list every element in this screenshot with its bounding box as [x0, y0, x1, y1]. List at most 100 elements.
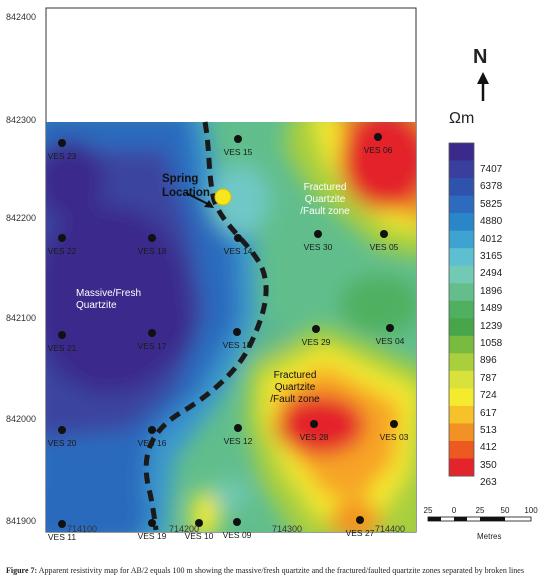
ves-label: VES 17	[138, 341, 167, 351]
ves-label: VES 21	[48, 343, 77, 353]
ves-point-ves-18: VES 18	[138, 234, 167, 256]
annotation-spring-line-1: Location	[162, 187, 210, 199]
legend-label-4880: 4880	[480, 216, 503, 228]
ves-point-ves-09: VES 09	[223, 518, 252, 540]
ves-dot	[148, 519, 156, 527]
ves-dot	[195, 519, 203, 527]
ves-dot	[374, 133, 382, 141]
scale-label-50: 50	[500, 506, 510, 515]
ves-dot	[148, 329, 156, 337]
spring-arrow-head	[204, 200, 214, 208]
ves-point-ves-11: VES 11	[48, 520, 76, 542]
ves-dot	[234, 234, 242, 242]
ves-label: VES 05	[370, 242, 399, 252]
legend-label-5825: 5825	[480, 198, 503, 210]
ves-point-ves-27: VES 27	[346, 516, 375, 538]
legend-swatch-3	[449, 195, 474, 214]
y-tick-841900: 841900	[6, 516, 37, 526]
legend-swatch-7	[449, 265, 474, 284]
ves-dot	[148, 234, 156, 242]
ves-point-ves-22: VES 22	[48, 234, 77, 256]
legend-label-412: 412	[480, 442, 497, 454]
ves-points: VES 23 VES 15 VES 06 VES 22 VES 18 VES 14 VES …	[48, 133, 409, 542]
legend-swatch-17	[449, 440, 474, 459]
ves-point-ves-16: VES 16	[138, 426, 167, 448]
y-tick-842000: 842000	[6, 414, 37, 424]
legend-swatch-9	[449, 300, 474, 319]
ves-label: VES 03	[380, 432, 409, 442]
scale-label-25-left: 25	[423, 506, 433, 515]
ves-point-ves-23: VES 23	[48, 139, 77, 161]
legend-swatch-4	[449, 213, 474, 232]
legend-label-513: 513	[480, 425, 497, 436]
ves-point-ves-13: VES 13	[223, 328, 252, 350]
scale-label-0: 0	[451, 506, 457, 515]
scale-unit: Metres	[477, 532, 502, 541]
ves-label: VES 27	[346, 528, 375, 538]
annotation-massive-line-1: Quartzite	[76, 300, 117, 311]
ves-dot	[58, 520, 66, 528]
ves-label: VES 15	[224, 147, 253, 157]
y-tick-842100: 842100	[6, 313, 37, 323]
ves-label: VES 12	[224, 436, 253, 446]
scale-label-25: 25	[475, 506, 485, 515]
ves-dot	[312, 325, 320, 333]
legend-label-1896: 1896	[480, 285, 503, 297]
ves-point-ves-12: VES 12	[224, 424, 253, 446]
legend-label-3165: 3165	[480, 251, 503, 262]
resistivity-surface	[46, 122, 416, 532]
ves-dot	[233, 328, 241, 336]
y-tick-842400: 842400	[6, 12, 37, 22]
x-tick-714100: 714100	[66, 524, 98, 534]
ves-dot	[234, 424, 242, 432]
ves-dot	[310, 420, 318, 428]
ves-dot	[314, 230, 322, 238]
ves-dot	[234, 135, 242, 143]
legend-swatch-18	[449, 458, 474, 477]
legend-color-bar	[449, 143, 474, 477]
annotation-massive-line-0: Massive/Fresh	[76, 288, 141, 299]
legend-label-724: 724	[480, 390, 497, 402]
legend-label-6378: 6378	[480, 181, 503, 193]
scale-label-100: 100	[524, 506, 538, 515]
legend-swatch-8	[449, 283, 474, 302]
annotation-fractured_top-line-1: Quartzite	[305, 194, 346, 205]
ves-dot	[356, 516, 364, 524]
ves-label: VES 29	[302, 337, 331, 347]
x-tick-714300: 714300	[271, 524, 303, 534]
ves-label: VES 23	[48, 151, 77, 161]
legend-label-7407: 7407	[480, 164, 503, 175]
ves-dot	[380, 230, 388, 238]
legend-swatch-0	[449, 143, 474, 162]
ves-dot	[58, 139, 66, 147]
ves-point-ves-29: VES 29	[302, 325, 331, 347]
legend-label-2494: 2494	[480, 268, 503, 280]
caption-text: Apparent resistivity map for AB/2 equals…	[37, 566, 524, 575]
figure-caption: Figure 7: Apparent resistivity map for A…	[6, 566, 546, 575]
y-tick-842200: 842200	[6, 213, 37, 223]
ves-label: VES 30	[304, 242, 333, 252]
legend-swatch-16	[449, 423, 474, 442]
ves-point-ves-20: VES 20	[48, 426, 77, 448]
spring-location-marker	[214, 188, 232, 206]
ves-point-ves-30: VES 30	[304, 230, 333, 252]
scale-bar	[427, 516, 532, 522]
annotation-fractured_bottom-line-2: /Fault zone	[270, 394, 320, 405]
legend-swatch-11	[449, 335, 474, 354]
legend-swatch-1	[449, 160, 474, 179]
ves-point-ves-10: VES 10	[185, 519, 214, 541]
annotation-fractured_bottom-line-0: Fractured	[274, 370, 317, 381]
legend-label-1239: 1239	[480, 320, 503, 332]
legend-swatch-10	[449, 318, 474, 337]
legend-swatch-5	[449, 230, 474, 249]
ves-point-ves-21: VES 21	[48, 331, 77, 353]
legend-swatch-14	[449, 388, 474, 407]
ves-point-ves-05: VES 05	[370, 230, 399, 252]
ves-label: VES 11	[48, 532, 76, 542]
annotation-spring-line-0: Spring	[162, 173, 198, 185]
legend-unit: Ωm	[449, 110, 475, 127]
ves-point-ves-06: VES 06	[364, 133, 393, 155]
ves-dot	[58, 426, 66, 434]
ves-dot	[148, 426, 156, 434]
